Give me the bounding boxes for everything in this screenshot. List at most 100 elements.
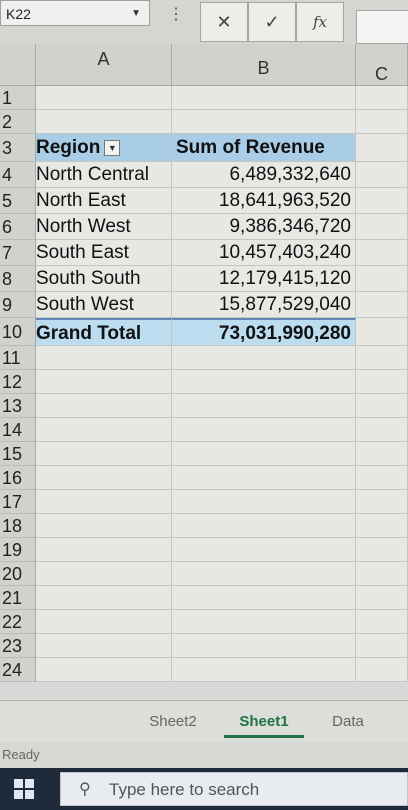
pivot-header-revenue[interactable]: Sum of Revenue bbox=[172, 134, 356, 162]
sheet-cell[interactable] bbox=[356, 562, 408, 586]
sheet-cell[interactable] bbox=[172, 394, 356, 418]
row-header[interactable]: 13 bbox=[0, 394, 36, 418]
sheet-cell[interactable] bbox=[172, 418, 356, 442]
sheet-cell[interactable] bbox=[172, 658, 356, 682]
sheet-cell[interactable] bbox=[356, 634, 408, 658]
row-header[interactable]: 18 bbox=[0, 514, 36, 538]
sheet-cell[interactable] bbox=[172, 86, 356, 110]
sheet-cell[interactable] bbox=[36, 466, 172, 490]
sheet-cell[interactable] bbox=[356, 442, 408, 466]
column-header-a[interactable]: A bbox=[36, 44, 172, 86]
row-header[interactable]: 8 bbox=[0, 266, 36, 292]
sheet-cell[interactable] bbox=[172, 538, 356, 562]
row-header[interactable]: 20 bbox=[0, 562, 36, 586]
more-options-icon[interactable]: ⋮ bbox=[168, 6, 184, 23]
sheet-cell[interactable] bbox=[172, 346, 356, 370]
row-header[interactable]: 1 bbox=[0, 86, 36, 110]
pivot-revenue-cell[interactable]: 12,179,415,120 bbox=[172, 266, 356, 292]
sheet-cell[interactable] bbox=[172, 610, 356, 634]
sheet-cell[interactable] bbox=[36, 418, 172, 442]
row-header[interactable]: 7 bbox=[0, 240, 36, 266]
sheet-cell[interactable] bbox=[356, 110, 408, 134]
pivot-header-region[interactable]: Region ▼ bbox=[36, 134, 172, 162]
sheet-cell[interactable] bbox=[356, 370, 408, 394]
pivot-revenue-cell[interactable]: 10,457,403,240 bbox=[172, 240, 356, 266]
sheet-cell[interactable] bbox=[356, 658, 408, 682]
select-all-corner[interactable] bbox=[0, 44, 36, 86]
taskbar-search[interactable]: ⚲ Type here to search bbox=[60, 772, 408, 806]
sheet-cell[interactable] bbox=[356, 292, 408, 318]
sheet-cell[interactable] bbox=[36, 538, 172, 562]
row-header[interactable]: 10 bbox=[0, 318, 36, 346]
sheet-cell[interactable] bbox=[356, 490, 408, 514]
sheet-cell[interactable] bbox=[36, 394, 172, 418]
sheet-cell[interactable] bbox=[356, 466, 408, 490]
sheet-cell[interactable] bbox=[36, 610, 172, 634]
row-header[interactable]: 19 bbox=[0, 538, 36, 562]
sheet-cell[interactable] bbox=[172, 370, 356, 394]
row-header[interactable]: 16 bbox=[0, 466, 36, 490]
sheet-cell[interactable] bbox=[356, 586, 408, 610]
row-header[interactable]: 3 bbox=[0, 134, 36, 162]
sheet-cell[interactable] bbox=[356, 162, 408, 188]
row-header[interactable]: 17 bbox=[0, 490, 36, 514]
pivot-revenue-cell[interactable]: 9,386,346,720 bbox=[172, 214, 356, 240]
sheet-cell[interactable] bbox=[356, 418, 408, 442]
row-header[interactable]: 15 bbox=[0, 442, 36, 466]
sheet-cell[interactable] bbox=[356, 610, 408, 634]
sheet-cell[interactable] bbox=[356, 394, 408, 418]
sheet-cell[interactable] bbox=[356, 514, 408, 538]
sheet-cell[interactable] bbox=[172, 442, 356, 466]
row-header[interactable]: 11 bbox=[0, 346, 36, 370]
enter-button[interactable]: ✓ bbox=[248, 2, 296, 42]
sheet-cell[interactable] bbox=[356, 188, 408, 214]
grand-total-value[interactable]: 73,031,990,280 bbox=[172, 318, 356, 346]
sheet-cell[interactable] bbox=[36, 658, 172, 682]
column-header-b[interactable]: B bbox=[172, 44, 356, 86]
sheet-cell[interactable] bbox=[356, 240, 408, 266]
grand-total-label[interactable]: Grand Total bbox=[36, 318, 172, 346]
pivot-revenue-cell[interactable]: 18,641,963,520 bbox=[172, 188, 356, 214]
row-header[interactable]: 4 bbox=[0, 162, 36, 188]
cancel-button[interactable]: ✕ bbox=[200, 2, 248, 42]
sheet-cell[interactable] bbox=[36, 586, 172, 610]
row-header[interactable]: 23 bbox=[0, 634, 36, 658]
sheet-cell[interactable] bbox=[36, 490, 172, 514]
row-header[interactable]: 22 bbox=[0, 610, 36, 634]
row-header[interactable]: 21 bbox=[0, 586, 36, 610]
sheet-cell[interactable] bbox=[36, 346, 172, 370]
name-box[interactable]: K22 ▼ bbox=[0, 0, 150, 26]
sheet-cell[interactable] bbox=[356, 538, 408, 562]
sheet-cell[interactable] bbox=[356, 214, 408, 240]
sheet-cell[interactable] bbox=[172, 514, 356, 538]
sheet-cell[interactable] bbox=[172, 634, 356, 658]
row-header[interactable]: 9 bbox=[0, 292, 36, 318]
sheet-cell[interactable] bbox=[172, 562, 356, 586]
sheet-cell[interactable] bbox=[36, 514, 172, 538]
sheet-cell[interactable] bbox=[36, 110, 172, 134]
pivot-region-cell[interactable]: South West bbox=[36, 292, 172, 318]
sheet-cell[interactable] bbox=[172, 490, 356, 514]
sheet-cell[interactable] bbox=[356, 346, 408, 370]
sheet-cell[interactable] bbox=[36, 86, 172, 110]
insert-function-button[interactable]: fx bbox=[296, 2, 344, 42]
column-header-c[interactable]: C bbox=[356, 44, 408, 86]
windows-start-icon[interactable] bbox=[14, 779, 34, 799]
pivot-revenue-cell[interactable]: 15,877,529,040 bbox=[172, 292, 356, 318]
tab-sheet2[interactable]: Sheet2 bbox=[149, 713, 197, 730]
sheet-cell[interactable] bbox=[172, 466, 356, 490]
chevron-down-icon[interactable]: ▼ bbox=[131, 8, 141, 19]
pivot-revenue-cell[interactable]: 6,489,332,640 bbox=[172, 162, 356, 188]
sheet-cell[interactable] bbox=[36, 562, 172, 586]
sheet-cell[interactable] bbox=[172, 586, 356, 610]
row-header[interactable]: 14 bbox=[0, 418, 36, 442]
pivot-region-cell[interactable]: South South bbox=[36, 266, 172, 292]
sheet-cell[interactable] bbox=[36, 634, 172, 658]
sheet-cell[interactable] bbox=[356, 86, 408, 110]
row-header[interactable]: 5 bbox=[0, 188, 36, 214]
pivot-region-cell[interactable]: North West bbox=[36, 214, 172, 240]
row-header[interactable]: 6 bbox=[0, 214, 36, 240]
row-header[interactable]: 24 bbox=[0, 658, 36, 682]
pivot-region-cell[interactable]: South East bbox=[36, 240, 172, 266]
row-header[interactable]: 2 bbox=[0, 110, 36, 134]
